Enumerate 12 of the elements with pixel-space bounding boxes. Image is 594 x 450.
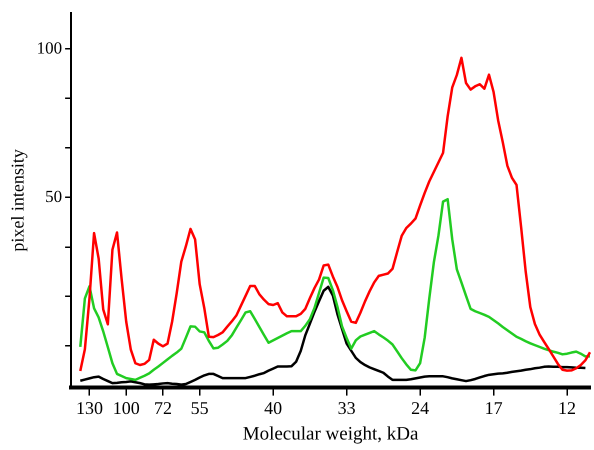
x-tick-label: 12 [558,398,576,418]
x-tick-label: 100 [112,398,140,418]
y-axis-title: pixel intensity [8,149,28,252]
x-tick-label: 72 [154,398,172,418]
x-tick-label: 130 [76,398,103,418]
x-axis-title: Molecular weight, kDa [242,424,419,445]
x-tick-label: 24 [411,398,430,418]
x-tick-label: 17 [484,398,503,418]
x-tick-label: 55 [190,398,209,418]
x-tick-label: 40 [264,398,282,418]
y-tick-label: 50 [45,186,62,206]
x-tick-label: 33 [338,398,356,418]
